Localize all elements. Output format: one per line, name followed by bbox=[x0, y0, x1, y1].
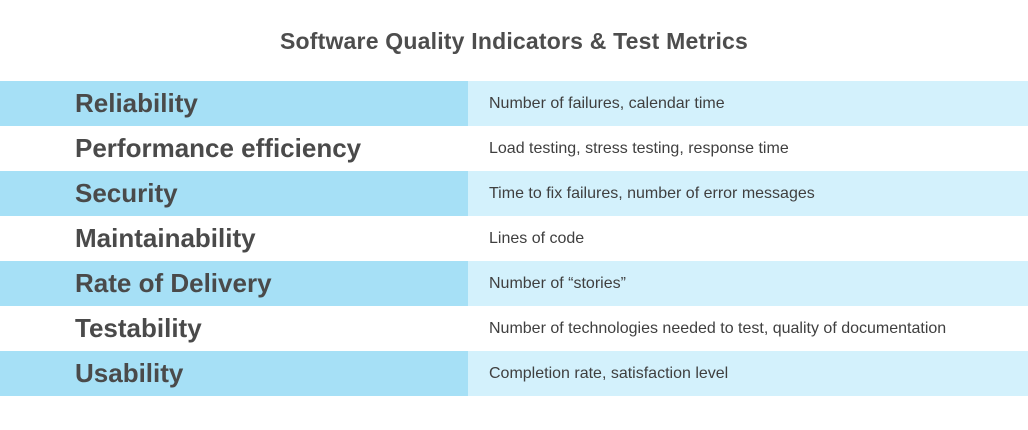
metric-text: Completion rate, satisfaction level bbox=[489, 364, 729, 382]
indicator-name: Performance efficiency bbox=[75, 133, 362, 163]
table-row: Maintainability Lines of code bbox=[0, 216, 1028, 261]
metric-text: Load testing, stress testing, response t… bbox=[489, 139, 789, 157]
table-row: Testability Number of technologies neede… bbox=[0, 306, 1028, 351]
indicator-cell: Performance efficiency bbox=[0, 126, 468, 171]
indicator-cell: Reliability bbox=[0, 81, 468, 126]
table-row: Rate of Delivery Number of “stories” bbox=[0, 261, 1028, 306]
metric-cell: Number of “stories” bbox=[468, 261, 1028, 306]
indicator-name: Rate of Delivery bbox=[75, 268, 272, 298]
metric-text: Time to fix failures, number of error me… bbox=[489, 184, 815, 202]
indicator-name: Maintainability bbox=[75, 223, 256, 253]
table-row: Reliability Number of failures, calendar… bbox=[0, 81, 1028, 126]
indicator-cell: Testability bbox=[0, 306, 468, 351]
metric-text: Number of technologies needed to test, q… bbox=[489, 319, 947, 337]
table-row: Performance efficiency Load testing, str… bbox=[0, 126, 1028, 171]
metric-cell: Time to fix failures, number of error me… bbox=[468, 171, 1028, 216]
metric-cell: Lines of code bbox=[468, 216, 1028, 261]
metric-text: Number of “stories” bbox=[489, 274, 626, 292]
table-row: Security Time to fix failures, number of… bbox=[0, 171, 1028, 216]
metric-cell: Number of failures, calendar time bbox=[468, 81, 1028, 126]
metric-cell: Completion rate, satisfaction level bbox=[468, 351, 1028, 396]
metric-text: Number of failures, calendar time bbox=[489, 94, 725, 112]
indicator-name: Security bbox=[75, 178, 178, 208]
indicator-cell: Usability bbox=[0, 351, 468, 396]
table-row: Usability Completion rate, satisfaction … bbox=[0, 351, 1028, 396]
metric-text: Lines of code bbox=[489, 229, 585, 247]
page-title: Software Quality Indicators & Test Metri… bbox=[279, 28, 749, 54]
indicators-table: Reliability Number of failures, calendar… bbox=[0, 81, 1028, 396]
indicator-name: Testability bbox=[75, 313, 202, 343]
indicator-name: Usability bbox=[75, 358, 184, 388]
indicator-cell: Rate of Delivery bbox=[0, 261, 468, 306]
metric-cell: Load testing, stress testing, response t… bbox=[468, 126, 1028, 171]
metric-cell: Number of technologies needed to test, q… bbox=[468, 306, 1028, 351]
indicator-name: Reliability bbox=[75, 88, 198, 118]
indicator-cell: Security bbox=[0, 171, 468, 216]
indicator-cell: Maintainability bbox=[0, 216, 468, 261]
